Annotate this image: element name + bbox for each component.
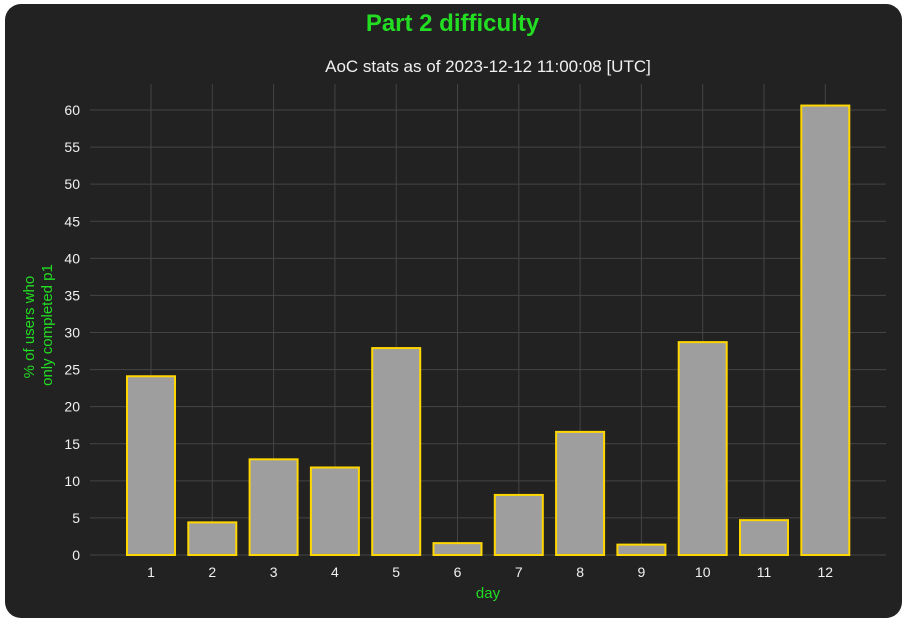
y-tick-label: 50 (64, 176, 80, 192)
x-tick-label: 7 (515, 564, 523, 580)
bar-day-7 (493, 493, 544, 556)
y-tick-label: 10 (64, 473, 80, 489)
x-tick-label: 4 (331, 564, 339, 580)
bar-day-8 (555, 430, 606, 556)
y-tick-label: 0 (72, 547, 80, 563)
y-axis-label-line-2: only completed p1 (39, 264, 56, 386)
chart-subtitle: AoC stats as of 2023-12-12 11:00:08 [UTC… (325, 57, 651, 76)
x-axis-label: day (476, 585, 501, 602)
x-tick-label: 11 (757, 564, 772, 580)
bar-day-9 (616, 543, 667, 556)
y-tick-label: 60 (64, 102, 80, 118)
bar-day-2 (187, 521, 238, 556)
y-tick-label: 30 (64, 325, 80, 341)
x-tick-labels: 1 2 3 4 5 6 7 8 9 10 11 12 (147, 564, 833, 580)
x-tick-label: 12 (818, 564, 834, 580)
x-tick-label: 6 (454, 564, 462, 580)
y-axis-label-line-1: % of users who (21, 276, 38, 379)
x-tick-label: 8 (576, 564, 584, 580)
y-tick-label: 40 (64, 250, 80, 266)
x-tick-label: 5 (392, 564, 400, 580)
y-tick-label: 35 (64, 287, 80, 303)
y-tick-label: 45 (64, 213, 80, 229)
y-tick-label: 55 (64, 139, 80, 155)
y-tick-label: 15 (64, 436, 80, 452)
bar-day-1 (126, 375, 176, 556)
bar-day-10 (677, 341, 728, 556)
bar-day-6 (432, 542, 483, 557)
y-tick-label: 20 (64, 399, 80, 415)
bar-day-11 (739, 519, 789, 556)
y-tick-labels: 0 5 10 15 20 25 30 35 40 45 50 55 60 (64, 102, 80, 563)
x-tick-label: 3 (270, 564, 278, 580)
x-tick-label: 9 (638, 564, 646, 580)
y-tick-label: 25 (64, 362, 80, 378)
bar-day-5 (371, 347, 422, 557)
bar-day-12 (800, 104, 851, 557)
x-tick-label: 1 (147, 564, 155, 580)
y-tick-label: 5 (72, 510, 80, 526)
y-axis-label: % of users who only completed p1 (21, 264, 56, 386)
x-tick-label: 10 (695, 564, 711, 580)
bars (126, 104, 851, 557)
bar-day-3 (248, 458, 299, 557)
bar-day-4 (309, 466, 360, 557)
grid-lines (90, 84, 886, 556)
chart-title: Part 2 difficulty (365, 10, 540, 37)
x-tick-label: 2 (208, 564, 216, 580)
